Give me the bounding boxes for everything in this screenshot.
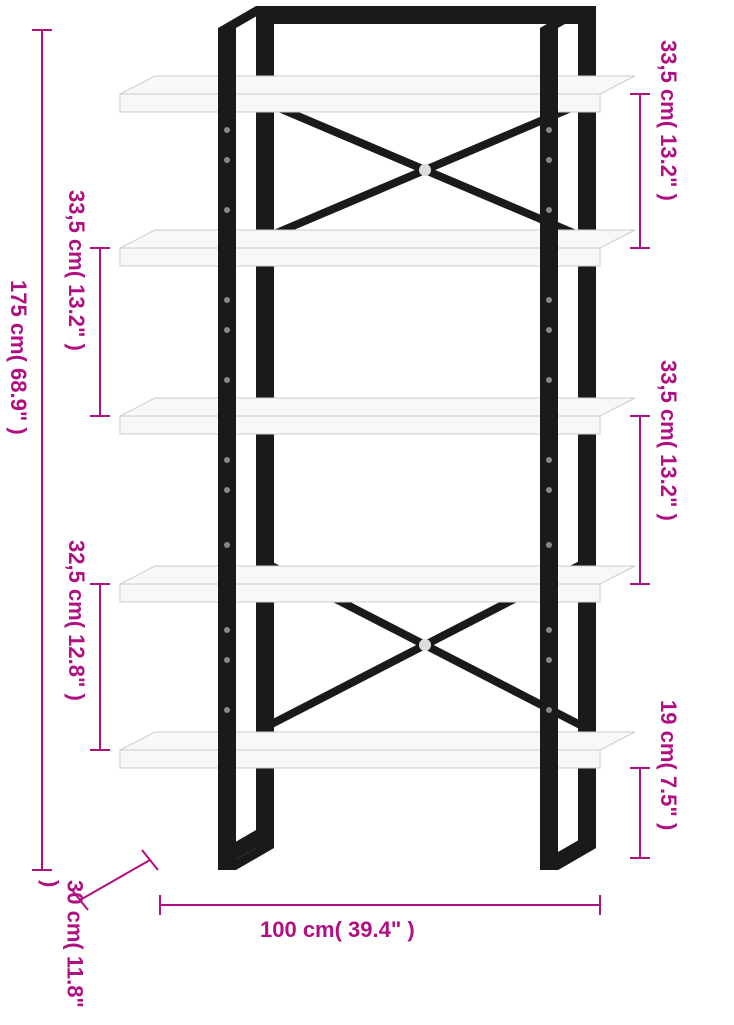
dim-gap-right-bottom: 19 cm( 7.5" ) [656, 700, 680, 830]
diagram-svg [0, 0, 734, 1020]
dim-depth: 30 cm( 11.8" ) [38, 880, 86, 1020]
dim-gap-left-lower: 32,5 cm( 12.8" ) [64, 540, 88, 701]
diagram-stage: 175 cm( 68.9" ) 33,5 cm( 13.2" ) 32,5 cm… [0, 0, 734, 1020]
dim-total-height: 175 cm( 68.9" ) [6, 280, 30, 435]
dim-gap-right-top: 33,5 cm( 13.2" ) [656, 40, 680, 201]
dim-gap-right-mid: 33,5 cm( 13.2" ) [656, 360, 680, 521]
dim-gap-left-upper: 33,5 cm( 13.2" ) [64, 190, 88, 351]
dim-width: 100 cm( 39.4" ) [260, 918, 415, 942]
